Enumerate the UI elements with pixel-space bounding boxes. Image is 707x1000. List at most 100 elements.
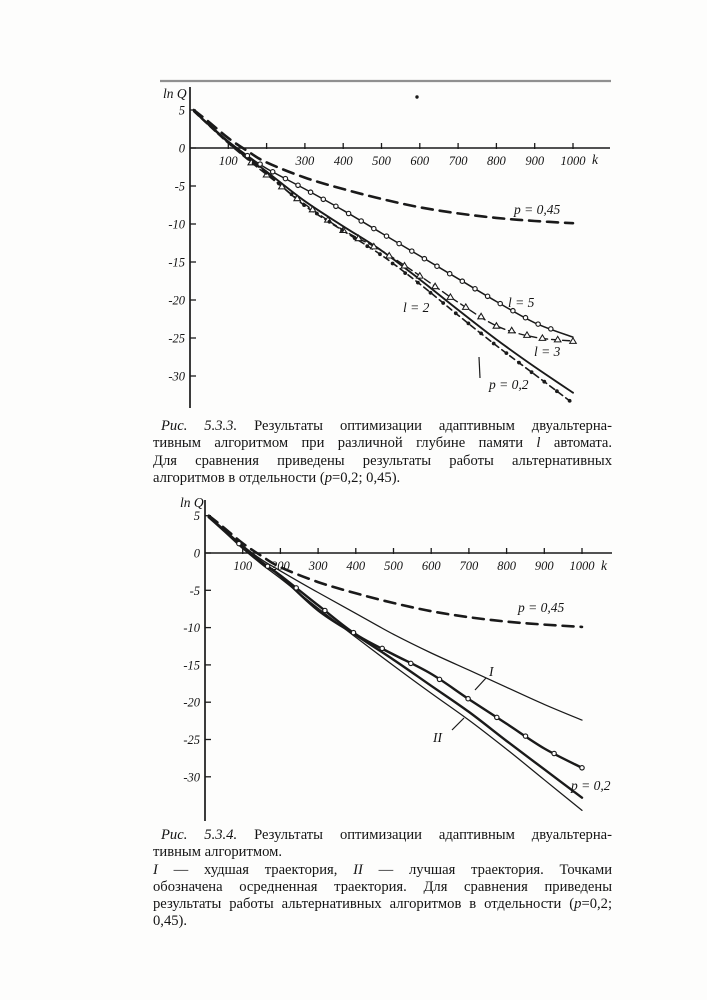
marker-filled-dot [567,398,572,403]
marker-filled-dot [453,311,458,316]
caption-text-italic: I [153,861,158,878]
marker-filled-dot [479,331,483,336]
marker-open-circle [472,286,478,292]
marker-filled-dot [302,203,306,208]
y-tick-label: -20 [183,696,200,710]
marker-open-circle [497,300,503,307]
label-pointer-line [451,717,465,731]
marker-open-circle [236,540,242,547]
marker-open-circle [436,676,443,683]
y-tick-label: -15 [183,658,200,672]
x-tick-label: 500 [372,154,392,168]
x-tick-label: 500 [384,559,404,573]
marker-open-circle [484,293,491,300]
y-tick-label: -30 [183,770,200,784]
caption-text: Для сравнения приведены результаты работ… [153,452,612,469]
marker-open-circle [295,182,301,189]
series-label-I: I [488,664,495,679]
ink-speck [415,95,419,99]
marker-open-circle [320,196,327,203]
curve-I [208,515,583,721]
caption-line: Для сравнения приведены результаты работ… [153,453,612,470]
y-axis-title: ln Q [163,86,187,101]
marker-open-triangle [369,242,379,250]
marker-open-circle [396,240,402,247]
marker-filled-dot [251,161,256,166]
marker-open-circle [282,175,289,182]
x-tick-label: 700 [460,559,480,573]
caption-text-italic: p [324,469,332,486]
marker-open-circle [421,255,428,262]
marker-filled-dot [277,181,281,186]
figure-5-3-4-caption: Рис. 5.3.4. Результаты оптимизации адапт… [153,827,612,931]
label-pointer-line [474,677,487,691]
marker-open-circle [293,585,299,591]
marker-open-triangle [400,261,409,269]
series-label-l2: l = 2 [403,300,430,315]
marker-open-circle [579,765,585,771]
caption-text: тивным алгоритмом при различной глубине … [153,435,537,452]
series-label-II: II [432,730,443,745]
marker-open-triangle [507,326,516,334]
marker-filled-dot [529,370,534,375]
y-tick-label: -15 [168,256,185,270]
y-axis-title: ln Q [180,495,204,510]
marker-open-triangle [461,302,471,310]
marker-open-circle [358,218,364,224]
marker-open-triangle [308,205,317,213]
y-tick-label: 0 [179,142,186,156]
marker-open-triangle [415,271,425,279]
marker-filled-dot [403,271,408,275]
x-tick-label: 800 [487,154,507,168]
caption-text-italic: II [353,861,363,878]
figure-5-3-3-caption: Рис. 5.3.3. Результаты оптимизации адапт… [153,418,612,487]
curve-p02 [207,516,584,799]
x-tick-label: 300 [295,154,316,168]
x-tick-label: 600 [422,559,442,573]
caption-text: =0,2; [581,896,612,913]
caption-text: — худшая траектория, [157,861,354,878]
marker-open-triangle [430,282,440,290]
label-pointer-line [478,356,481,379]
caption-line: результаты работы альтернативных алгорит… [153,896,612,913]
marker-filled-dot [542,379,547,384]
marker-open-circle [535,321,541,327]
caption-line: обозначена осредненная траектория. Для с… [153,879,612,896]
marker-filled-dot [517,360,521,365]
marker-filled-dot [378,252,382,257]
caption-text: алгоритмов в отдельности ( [153,469,325,486]
marker-open-circle [409,248,415,254]
caption-text: результаты работы альтернативных алгорит… [153,896,575,913]
caption-line: Рис. 5.3.4. Результаты оптимизации адапт… [153,827,612,844]
x-tick-label: 100 [233,559,253,573]
marker-open-circle [459,278,466,284]
caption-text: =0,2; 0,45). [331,469,401,486]
marker-open-circle [371,225,377,232]
marker-open-circle [551,750,557,757]
marker-open-circle [345,210,352,217]
series-label-p02: p = 0,2 [488,377,529,392]
marker-open-circle [257,161,263,167]
marker-open-circle [307,189,314,195]
marker-filled-dot [390,261,395,266]
caption-text: Результаты оптимизации адаптивным двуаль… [237,827,612,843]
marker-open-circle [522,733,529,739]
marker-filled-dot [466,321,471,326]
y-tick-label: -10 [168,218,185,232]
marker-open-triangle [277,182,287,190]
x-tick-label: 900 [535,559,555,573]
caption-text-italic: p [574,896,582,913]
marker-open-circle [383,233,390,239]
marker-open-triangle [568,336,578,344]
marker-open-triangle [292,194,302,202]
marker-open-triangle [538,333,547,341]
marker-filled-dot [264,170,269,175]
marker-open-circle [408,660,414,667]
curve-avg [207,515,584,769]
marker-filled-dot [289,192,294,197]
marker-filled-dot [491,341,496,346]
caption-text: обозначена осредненная траектория. Для с… [153,878,612,895]
marker-open-circle [510,307,516,314]
caption-text: автомата. [540,435,612,452]
